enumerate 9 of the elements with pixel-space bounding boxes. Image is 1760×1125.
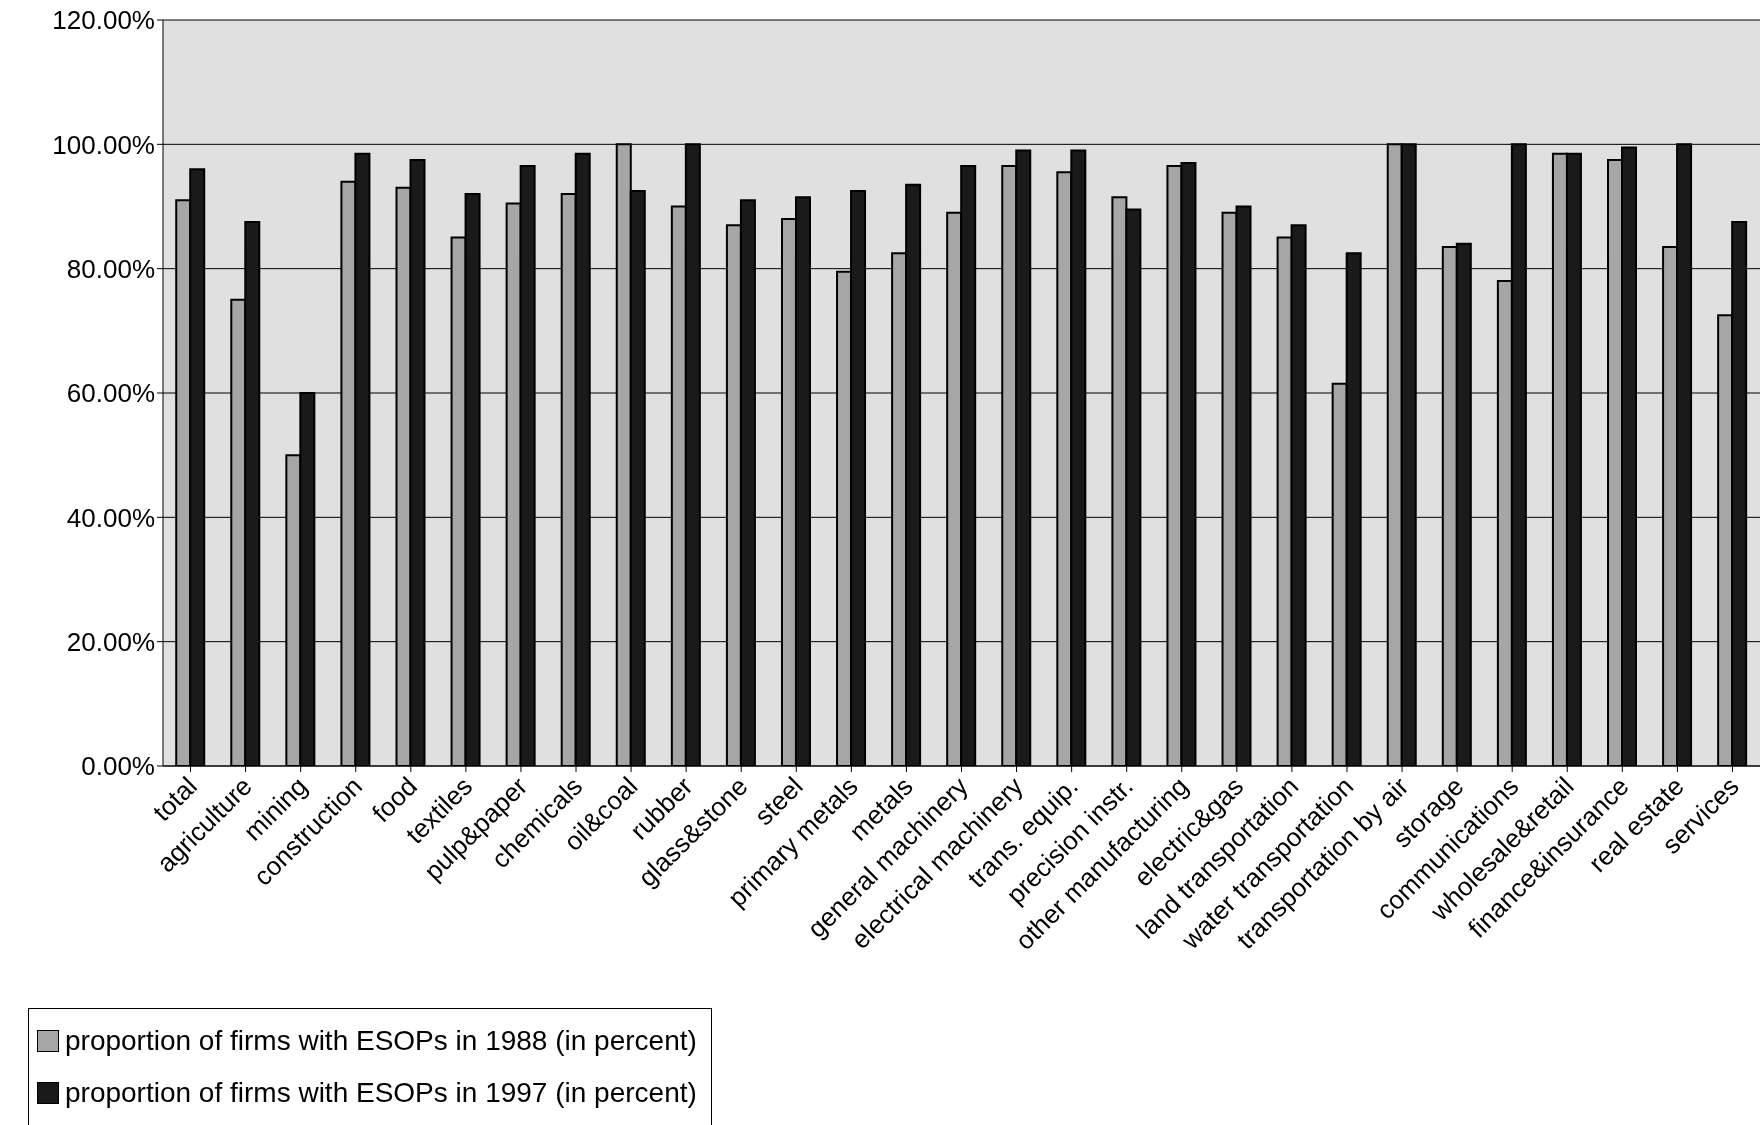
y-tick-label: 100.00% [52,129,155,160]
y-tick-label: 120.00% [52,5,155,36]
y-tick-label: 60.00% [66,378,155,409]
y-tick-label: 20.00% [66,626,155,657]
legend-label: proportion of firms with ESOPs in 1997 (in percent) [65,1077,697,1109]
y-tick-label: 80.00% [66,253,155,284]
legend-label: proportion of firms with ESOPs in 1988 (in percent) [65,1025,697,1057]
y-tick-label: 40.00% [66,502,155,533]
y-tick-label: 0.00% [81,751,155,782]
